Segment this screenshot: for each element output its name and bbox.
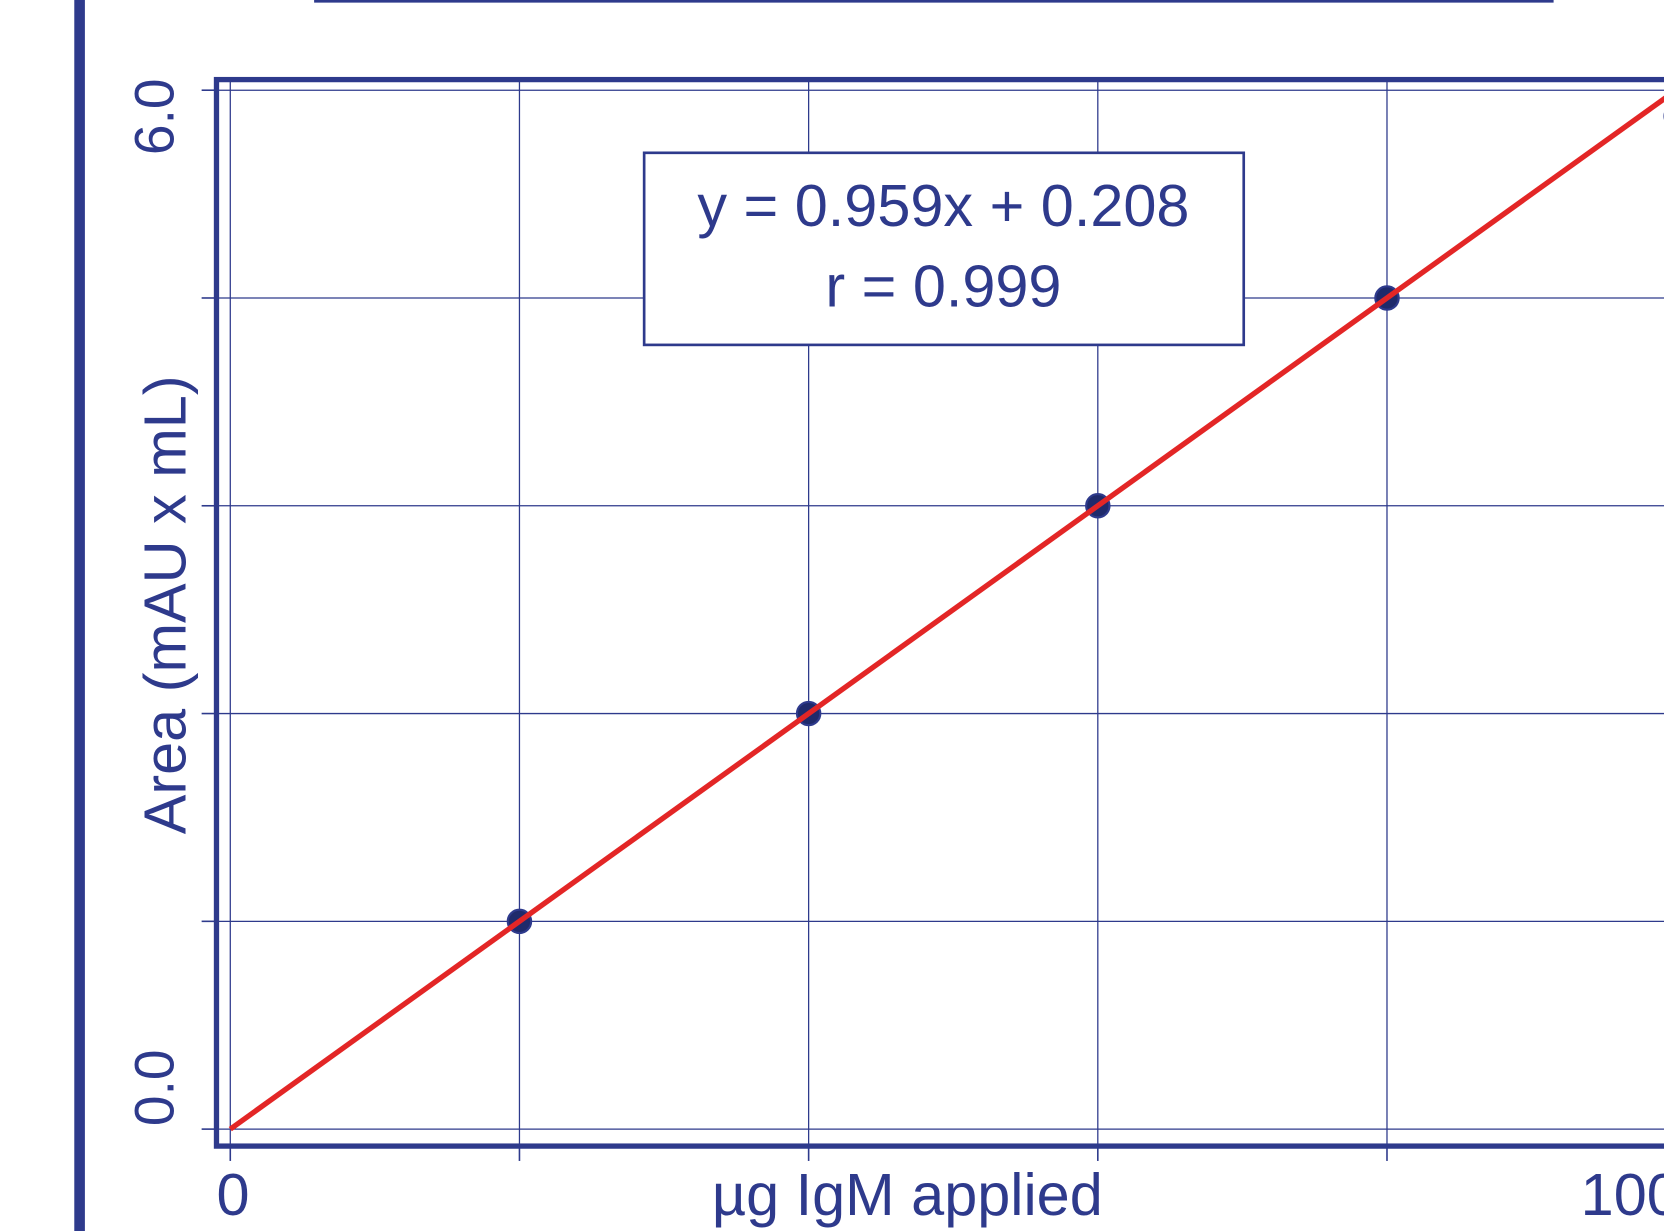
y-tick-label: 6.0 bbox=[124, 78, 186, 155]
annotation: r = 0.999 bbox=[825, 253, 1061, 320]
annotation: y = 0.959x + 0.208 bbox=[697, 172, 1189, 239]
fit-line bbox=[228, 95, 1664, 1132]
annotation-box bbox=[642, 151, 1246, 347]
plot-frame bbox=[213, 76, 1664, 1149]
y-tick-label: 0.0 bbox=[124, 1049, 186, 1126]
y-axis-label: Area (mAU x mL) bbox=[131, 375, 198, 834]
x-tick-label: 0 bbox=[216, 1161, 249, 1228]
side-bar bbox=[74, 0, 85, 1231]
x-tick-label: 100 bbox=[1581, 1161, 1664, 1228]
x-axis-label: µg IgM applied bbox=[712, 1161, 1103, 1228]
